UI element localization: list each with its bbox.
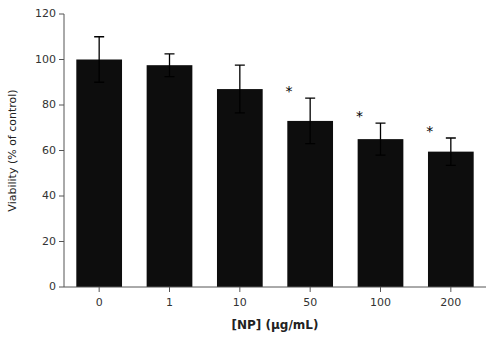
- error-bar: [235, 65, 245, 113]
- x-tick: [450, 287, 451, 292]
- x-tick-label: 50: [303, 296, 317, 309]
- chart: 0 20 40 60 80 100 120 0 1 10 50 100 200 * * * [NP] (μg/m…: [0, 0, 500, 341]
- x-axis-line: [64, 287, 486, 288]
- y-tick-label: 20: [42, 235, 56, 248]
- error-bar: [305, 98, 315, 144]
- x-tick: [239, 287, 240, 292]
- bar: [147, 65, 193, 287]
- error-bar: [376, 123, 386, 155]
- bar: [358, 139, 404, 287]
- y-axis-line: [64, 14, 65, 287]
- x-tick-label: 0: [96, 296, 103, 309]
- x-axis-label: [NP] (μg/mL): [232, 318, 319, 332]
- y-tick-label: 80: [42, 98, 56, 111]
- x-tick: [380, 287, 381, 292]
- bar: [428, 152, 474, 287]
- x-axis: 0 1 10 50 100 200: [64, 287, 486, 309]
- annotations: * * *: [286, 83, 434, 139]
- y-tick: [59, 287, 64, 288]
- significance-mark: *: [426, 123, 433, 139]
- significance-mark: *: [356, 108, 363, 124]
- y-tick: [59, 150, 64, 151]
- x-tick-label: 100: [370, 296, 391, 309]
- bar: [76, 60, 122, 288]
- error-bar: [446, 138, 456, 165]
- y-tick: [59, 14, 64, 15]
- y-tick-label: 120: [35, 7, 56, 20]
- x-tick-label: 1: [166, 296, 173, 309]
- significance-mark: *: [286, 83, 293, 99]
- y-tick: [59, 241, 64, 242]
- x-tick: [310, 287, 311, 292]
- y-tick-label: 100: [35, 53, 56, 66]
- y-tick-label: 40: [42, 189, 56, 202]
- error-bar: [165, 54, 175, 77]
- y-tick: [59, 196, 64, 197]
- bar: [217, 89, 263, 287]
- y-axis: 0 20 40 60 80 100 120: [35, 7, 64, 293]
- x-tick: [169, 287, 170, 292]
- x-tick-label: 10: [233, 296, 247, 309]
- x-tick-label: 200: [440, 296, 461, 309]
- y-tick-label: 60: [42, 144, 56, 157]
- y-axis-label: Viability (% of control): [6, 89, 19, 211]
- x-tick: [99, 287, 100, 292]
- y-tick: [59, 59, 64, 60]
- y-tick: [59, 105, 64, 106]
- bar: [287, 121, 333, 287]
- y-tick-label: 0: [49, 280, 56, 293]
- bars: [76, 37, 473, 287]
- error-bar: [94, 37, 104, 83]
